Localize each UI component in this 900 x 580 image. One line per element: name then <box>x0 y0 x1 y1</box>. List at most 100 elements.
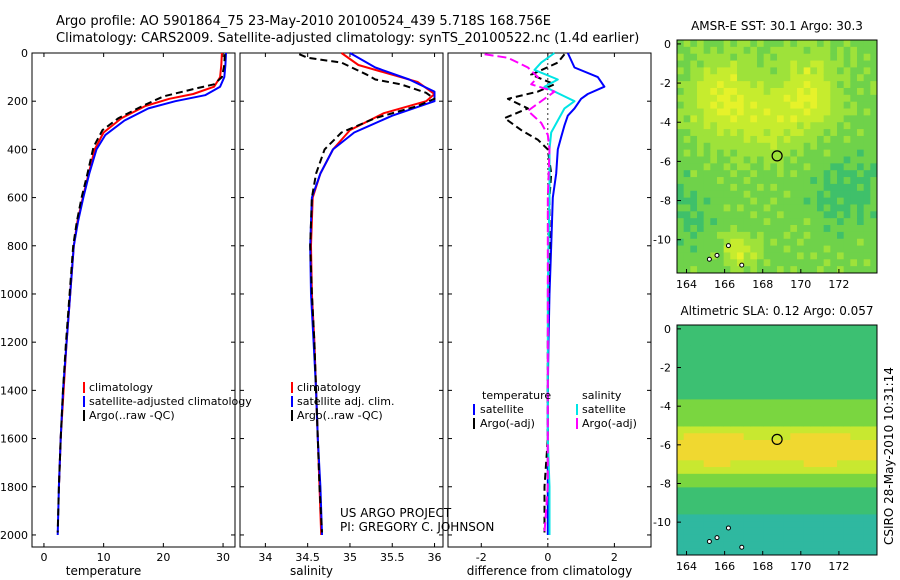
sst-map-cell <box>837 53 845 61</box>
difference-xtick-label: -2 <box>476 551 487 564</box>
sst-map-cell <box>757 101 765 109</box>
sst-map-cell <box>697 170 705 178</box>
sla-map-cell <box>783 440 791 448</box>
sst-map-cell <box>857 122 865 130</box>
sst-map-cell <box>723 122 731 130</box>
sla-map-cell <box>843 419 851 427</box>
sst-map-cell <box>717 67 725 75</box>
sst-map-cell <box>763 170 771 178</box>
sst-map-cell <box>863 67 871 75</box>
sla-map-cell <box>750 473 758 481</box>
sla-map-cell <box>830 399 838 407</box>
sst-map-cell <box>823 170 831 178</box>
sst-map-cell <box>817 266 825 274</box>
sst-map-cell <box>690 183 698 192</box>
sst-map-cell <box>690 60 698 68</box>
sst-map-cell <box>830 149 838 157</box>
sla-map-cell <box>803 392 811 400</box>
sla-map-cell <box>710 392 718 400</box>
sla-map-cell <box>823 372 831 380</box>
sst-map-cell <box>863 129 871 137</box>
sst-map-cell <box>790 259 798 267</box>
sst-map-cell <box>817 94 825 103</box>
sst-map-cell <box>677 156 685 164</box>
sla-map-cell <box>817 487 825 495</box>
sla-map-cell <box>743 338 751 346</box>
sla-map-cell <box>797 419 805 427</box>
sst-map-cell <box>757 218 765 226</box>
sst-map-cell <box>763 183 771 192</box>
sst-map-cell <box>730 129 738 137</box>
sst-map-cell <box>743 218 751 226</box>
sla-map-cell <box>677 406 685 414</box>
sst-map-cell <box>763 231 771 240</box>
sst-map-cell <box>783 122 791 130</box>
sst-map-cell <box>837 211 845 219</box>
sst-map-cell <box>683 190 691 199</box>
sla-map-cell <box>697 521 705 529</box>
sla-map-cell <box>817 345 825 353</box>
sst-map-cell <box>790 204 798 212</box>
sla-map-cell <box>830 500 838 509</box>
sst-map-cell <box>737 142 745 151</box>
sla-map-cell <box>730 548 738 556</box>
sst-map-cell <box>710 177 718 185</box>
sla-map-cell <box>730 514 738 522</box>
sla-map-cell <box>783 338 791 346</box>
sst-map-cell <box>717 115 725 123</box>
sst-map-cell <box>690 108 698 116</box>
salinity-series-satellite <box>309 52 436 536</box>
sla-map-cell <box>723 365 731 373</box>
sla-map-cell <box>717 500 725 509</box>
sla-map-cell <box>783 406 791 414</box>
sst-map-cell <box>723 190 731 199</box>
island-marker <box>725 243 731 249</box>
sla-map-cell <box>717 331 725 339</box>
sst-map-cell <box>817 115 825 123</box>
sla-map-cell <box>803 345 811 353</box>
sla-map-cell <box>843 379 851 387</box>
sst-map-cell <box>690 266 698 274</box>
sst-map-cell <box>843 46 851 55</box>
sla-map-cell <box>703 338 711 346</box>
sst-map-cell <box>870 163 878 171</box>
sla-map-cell <box>770 460 778 468</box>
sla-map-cell <box>817 325 825 333</box>
sst-map-cell <box>737 87 745 96</box>
sla-map-cell <box>857 358 865 366</box>
sst-map-cell <box>723 53 731 61</box>
sst-map-cell <box>777 149 785 157</box>
sst-map-cell <box>797 101 805 109</box>
sla-map-cell <box>770 331 778 339</box>
sla-map-cell <box>850 460 858 468</box>
sla-map-cell <box>683 507 691 515</box>
sst-map-cell <box>717 40 725 48</box>
sla-map-cell <box>743 379 751 387</box>
sst-map-cell <box>803 129 811 137</box>
sla-map-cell <box>737 352 745 360</box>
sst-map-cell <box>770 259 778 267</box>
sla-map-cell <box>750 507 758 515</box>
sst-map-cell <box>823 245 831 253</box>
sla-map-cell <box>850 467 858 475</box>
sst-map-cell <box>763 67 771 75</box>
sla-map-cell <box>863 372 871 380</box>
sla-map-cell <box>750 500 758 509</box>
sla-map-cell <box>683 385 691 394</box>
sla-map-cell <box>763 500 771 509</box>
sla-map-cell <box>810 433 818 441</box>
sla-map-cell <box>817 392 825 400</box>
sla-map-cell <box>857 548 865 556</box>
difference-xtick-label: 2 <box>611 551 618 564</box>
sla-map-cell <box>730 500 738 509</box>
sla-map-cell <box>823 507 831 515</box>
sst-map-cell <box>797 87 805 96</box>
sla-map-cell <box>690 345 698 353</box>
sst-map-cell <box>810 67 818 75</box>
sla-map-cell <box>743 514 751 522</box>
legend-salinity-label: Argo(-adj) <box>582 417 637 430</box>
sst-map-cell <box>803 177 811 185</box>
sst-map-cell <box>870 218 878 226</box>
sst-map-cell <box>690 163 698 171</box>
